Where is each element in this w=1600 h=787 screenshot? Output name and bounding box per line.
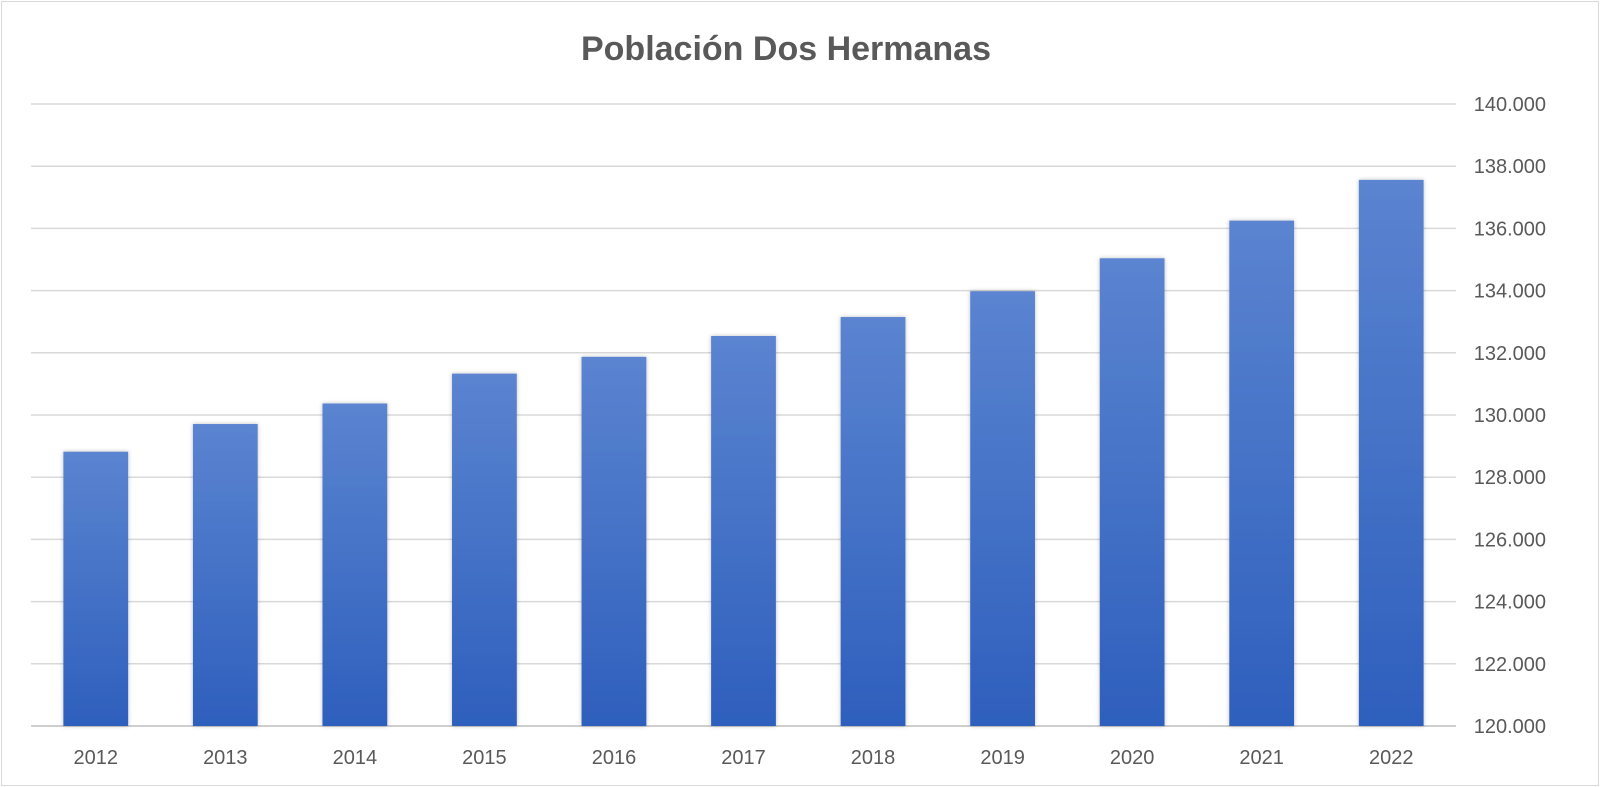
- y-tick-label: 134.000: [1474, 281, 1546, 303]
- x-tick-label: 2019: [980, 747, 1025, 769]
- y-tick-label: 122.000: [1474, 654, 1546, 676]
- y-tick-label: 132.000: [1474, 343, 1546, 365]
- chart-title: Población Dos Hermanas: [581, 30, 991, 68]
- x-tick-label: 2020: [1110, 747, 1155, 769]
- y-tick-label: 138.000: [1474, 156, 1546, 178]
- bar-2018: [840, 317, 906, 726]
- x-tick-label: 2017: [721, 747, 766, 769]
- bar-2012: [63, 451, 129, 726]
- bar-2014: [322, 403, 388, 726]
- y-tick-label: 128.000: [1474, 467, 1546, 489]
- y-tick-label: 124.000: [1474, 592, 1546, 614]
- bar-2021: [1229, 220, 1295, 726]
- y-tick-label: 130.000: [1474, 405, 1546, 427]
- x-tick-label: 2013: [203, 747, 248, 769]
- x-tick-label: 2022: [1369, 747, 1414, 769]
- x-tick-label: 2018: [851, 747, 896, 769]
- y-tick-label: 126.000: [1474, 529, 1546, 551]
- x-tick-label: 2014: [333, 747, 378, 769]
- bar-2017: [711, 336, 776, 726]
- bar-2020: [1099, 258, 1165, 726]
- x-axis-tick-labels: 2012 2013 2014 2015 2016 2017 2018 2019 2020 2021…: [74, 747, 1414, 769]
- x-tick-label: 2015: [462, 747, 507, 769]
- bars: [63, 179, 1424, 726]
- x-tick-label: 2021: [1239, 747, 1284, 769]
- y-tick-label: 136.000: [1474, 218, 1546, 240]
- bar-2015: [452, 373, 517, 726]
- x-tick-label: 2012: [74, 747, 119, 769]
- bar-2019: [970, 291, 1035, 726]
- y-tick-label: 120.000: [1474, 716, 1546, 738]
- y-tick-label: 140.000: [1474, 94, 1546, 116]
- y-axis-tick-labels: 120.000 122.000 124.000 126.000 128.000 130.0…: [1474, 94, 1546, 738]
- bar-2022: [1358, 179, 1424, 726]
- bar-2016: [581, 356, 647, 726]
- bar-2013: [192, 424, 258, 726]
- x-tick-label: 2016: [592, 747, 637, 769]
